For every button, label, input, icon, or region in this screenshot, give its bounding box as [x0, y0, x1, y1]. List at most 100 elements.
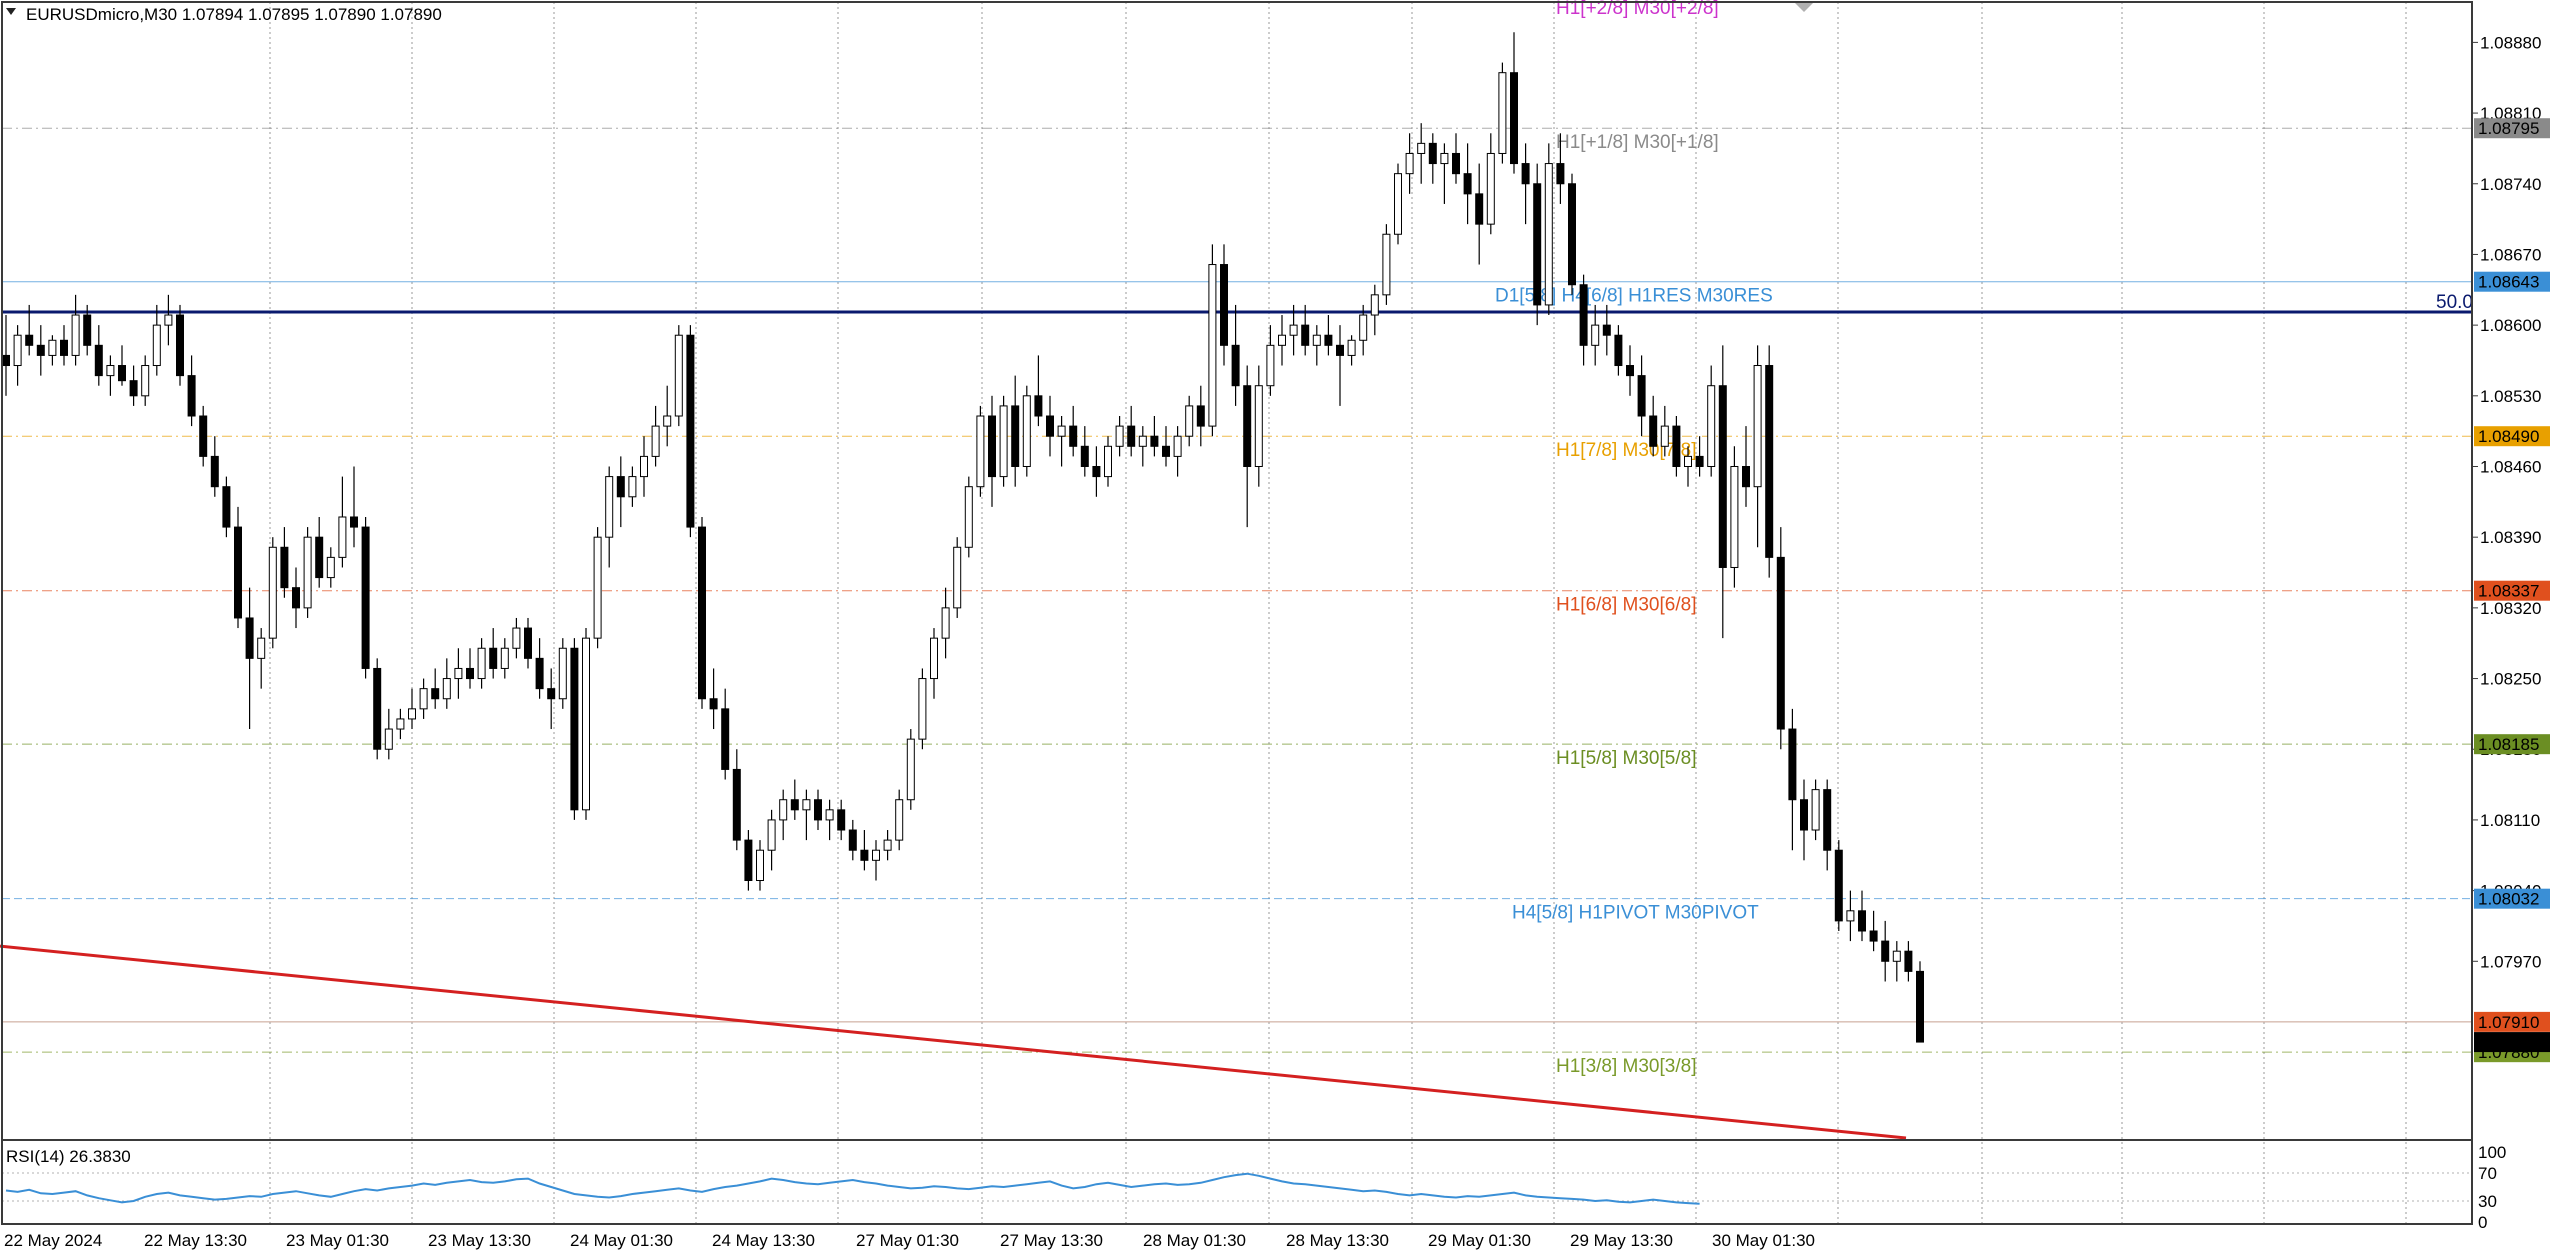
candle-bear: [1788, 728, 1797, 801]
candle-bear: [1556, 163, 1565, 185]
candle-bear: [1823, 789, 1832, 851]
candle-bull: [1660, 425, 1669, 447]
candle-bull: [779, 799, 788, 821]
candle-bear: [1858, 910, 1866, 932]
candle-bull: [1707, 385, 1716, 467]
candle-bull: [1486, 152, 1495, 225]
price-tag: [2474, 118, 2550, 139]
candle-bear: [1834, 849, 1843, 922]
candle-bear: [1614, 334, 1623, 367]
candle-bull: [326, 556, 335, 579]
current-price-text: 1.07890: [2478, 1033, 2539, 1052]
candle-bear: [1742, 465, 1750, 488]
candle-bear: [1231, 344, 1240, 387]
candle-bull: [674, 334, 683, 417]
candle-bull: [152, 324, 161, 367]
candle-bear: [848, 829, 857, 851]
candle-bull: [1544, 163, 1553, 306]
price-tick-label: 1.08320: [2480, 599, 2541, 618]
candle-bear: [222, 486, 231, 528]
price-tag-text: 1.08490: [2478, 427, 2539, 446]
price-tick-label: 1.08250: [2480, 670, 2541, 689]
candle-bull: [1440, 152, 1449, 165]
time-tick-label: 27 May 13:30: [1000, 1231, 1103, 1250]
candle-bull: [408, 708, 416, 720]
price-tag: [2474, 271, 2550, 292]
candle-bear: [489, 647, 498, 669]
candle-bull: [1138, 435, 1147, 447]
candle-bull: [883, 839, 892, 851]
level-label: H1[3/8] M30[3/8]: [1556, 1056, 1696, 1077]
candle-bear: [1510, 72, 1518, 165]
candle-bull: [663, 415, 672, 427]
candle-bear: [1069, 425, 1078, 447]
candle-bull: [1892, 950, 1901, 962]
price-tick-label: 1.08530: [2480, 387, 2541, 406]
price-tag: [2474, 1011, 2550, 1032]
candle-bull: [582, 637, 590, 811]
candle-bull: [825, 809, 834, 821]
candle-bull: [756, 849, 764, 882]
candle-bear: [790, 799, 799, 811]
candle-bull: [512, 627, 521, 649]
candle-bull: [1254, 385, 1263, 467]
time-tick-label: 27 May 01:30: [856, 1231, 959, 1250]
candle-bear: [1127, 425, 1136, 447]
candle-bull: [164, 314, 173, 326]
time-axis[interactable]: 22 May 2024 22 May 13:30 23 May 01:30 23 Ma…: [4, 1231, 1815, 1250]
candle-bear: [709, 698, 718, 710]
candle-bear: [373, 667, 382, 750]
price-axis[interactable]: 1.088801.088101.087401.086701.086001.085…: [2472, 33, 2550, 1063]
murrey-levels: H1[+2/8] M30[+2/8] H1[+1/8] M30[+1/8] D1[5…: [2, 0, 2473, 1077]
candle-bear: [210, 455, 219, 488]
grid: [269, 2, 2407, 1224]
candle-bull: [442, 678, 451, 700]
price-tick-label: 1.08460: [2480, 457, 2541, 476]
candle-bull: [906, 738, 915, 801]
candle-bull: [1347, 339, 1356, 356]
candle-bear: [1452, 152, 1460, 175]
price-tag: [2474, 426, 2550, 447]
candle-bull: [1278, 334, 1286, 346]
candle-bull: [257, 637, 266, 659]
triangle-down-icon[interactable]: [6, 8, 16, 15]
candle-bear: [25, 334, 34, 346]
trendline[interactable]: [0, 944, 1907, 1140]
candle-bear: [1568, 183, 1576, 286]
candle-bear: [280, 546, 289, 589]
candle-bear: [361, 526, 370, 669]
candle-bull: [500, 647, 509, 669]
candle-bull: [976, 415, 985, 488]
candle-bear: [686, 334, 695, 528]
candle-bear: [176, 314, 184, 377]
candle-bear: [1092, 465, 1101, 478]
candle-bull: [1846, 910, 1855, 922]
candle-bear: [129, 380, 138, 397]
level-label: H1[+1/8] M30[+1/8]: [1556, 132, 1719, 153]
candle-bear: [83, 314, 92, 346]
candle-bull: [13, 334, 22, 367]
price-tag: [2474, 888, 2550, 909]
candle-bear: [837, 809, 846, 831]
candle-bear: [1034, 395, 1043, 417]
candle-bear: [524, 627, 532, 659]
rsi-subwindow[interactable]: 100 70 30 0 RSI(14) 26.3830: [2, 1143, 2506, 1232]
candle-bear: [60, 339, 68, 356]
candle-bull: [1370, 294, 1379, 316]
price-tag-text: 1.07910: [2478, 1013, 2539, 1032]
time-tick-label: 23 May 01:30: [286, 1231, 389, 1250]
candle-bull: [930, 637, 938, 680]
candle-bear: [1626, 365, 1634, 377]
candle-bear: [118, 365, 126, 382]
candle-bull: [628, 476, 637, 498]
candle-bear: [814, 799, 822, 821]
trendline-line[interactable]: [0, 944, 1907, 1140]
time-tick-label: 24 May 13:30: [712, 1231, 815, 1250]
candle-bear: [1243, 385, 1252, 467]
candle-bull: [767, 819, 776, 851]
candle-bull: [918, 678, 927, 740]
candle-bull: [141, 365, 150, 397]
candle-bear: [1162, 445, 1170, 457]
candle-bear: [1011, 405, 1020, 467]
